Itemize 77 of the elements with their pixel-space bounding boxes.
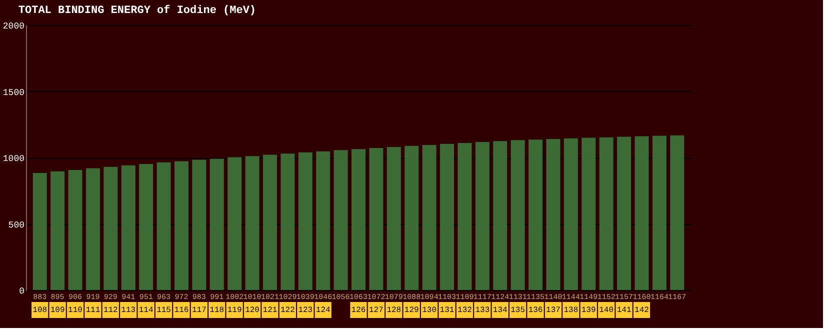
x-tick-label: 126 [351, 306, 366, 315]
x-tick-label: 137 [546, 306, 561, 315]
bar [104, 166, 118, 290]
bar [564, 138, 578, 290]
bar [316, 151, 330, 290]
x-tick-label: 128 [386, 306, 402, 315]
bar [245, 156, 260, 290]
bar [670, 135, 684, 290]
x-tick-label: 111 [86, 306, 100, 315]
x-tick-label: 123 [298, 306, 313, 315]
bar [192, 160, 206, 290]
bar [369, 148, 384, 290]
y-tick-label: 1000 [2, 154, 24, 164]
bar [334, 150, 348, 290]
bar [652, 136, 666, 290]
bar [121, 165, 136, 290]
x-tick-label: 119 [227, 306, 242, 315]
bar [298, 152, 312, 290]
bar [174, 161, 188, 290]
x-tick-label: 139 [581, 306, 596, 315]
y-tick-label: 0 [19, 286, 24, 296]
x-tick-label: 122 [280, 306, 296, 315]
bar [617, 136, 632, 290]
x-tick-label: 112 [103, 306, 118, 315]
bar [546, 138, 560, 290]
x-tick-label: 131 [440, 306, 454, 315]
x-tick-label: 130 [422, 306, 437, 315]
bar [458, 143, 472, 290]
x-tick-label: 116 [174, 306, 189, 315]
x-tick-label: 135 [510, 306, 526, 315]
bar [493, 141, 508, 290]
x-tick-label: 109 [50, 306, 65, 315]
x-tick-label: 110 [68, 306, 83, 315]
bar [32, 173, 47, 290]
x-tick-label: 133 [475, 306, 490, 315]
bar [156, 162, 171, 290]
x-tick-label: 132 [458, 306, 472, 315]
x-tick-label: 138 [564, 306, 578, 315]
x-tick-label: 129 [404, 306, 420, 315]
x-tick-label: 114 [138, 306, 154, 315]
y-tick-label: 2000 [2, 22, 24, 32]
bar [386, 147, 401, 290]
bar [510, 140, 525, 290]
x-tick-label: 124 [316, 306, 330, 315]
bar [280, 154, 295, 290]
bar [50, 171, 65, 290]
bar [68, 170, 82, 290]
x-tick-label: 127 [369, 306, 384, 315]
bar [210, 158, 224, 290]
x-tick-label: 134 [492, 306, 508, 315]
bar [582, 138, 596, 290]
y-tick-label: 1500 [2, 88, 24, 98]
bar [440, 144, 454, 290]
x-tick-label: 141 [616, 306, 632, 315]
x-tick-label: 118 [210, 306, 224, 315]
chart-title: TOTAL BINDING ENERGY of Iodine (MeV) [18, 4, 256, 17]
bar [86, 168, 100, 290]
bar [528, 140, 543, 290]
bar [599, 137, 614, 290]
bar [352, 149, 366, 290]
x-tick-label: 108 [32, 306, 48, 315]
x-tick-label: 121 [262, 306, 278, 315]
bar [475, 142, 490, 290]
bar [422, 145, 436, 290]
x-tick-label: 140 [599, 306, 614, 315]
x-tick-label: 113 [121, 306, 136, 315]
bar [228, 157, 242, 290]
y-tick-label: 500 [8, 220, 24, 230]
bar [139, 164, 154, 290]
bar [262, 154, 277, 290]
bar [634, 136, 649, 290]
x-tick-label: 142 [634, 306, 650, 315]
x-tick-label: 120 [245, 306, 260, 315]
x-tick-label: 115 [156, 306, 172, 315]
bar [404, 146, 419, 290]
x-tick-label: 117 [192, 306, 207, 315]
x-tick-label: 136 [528, 306, 543, 315]
